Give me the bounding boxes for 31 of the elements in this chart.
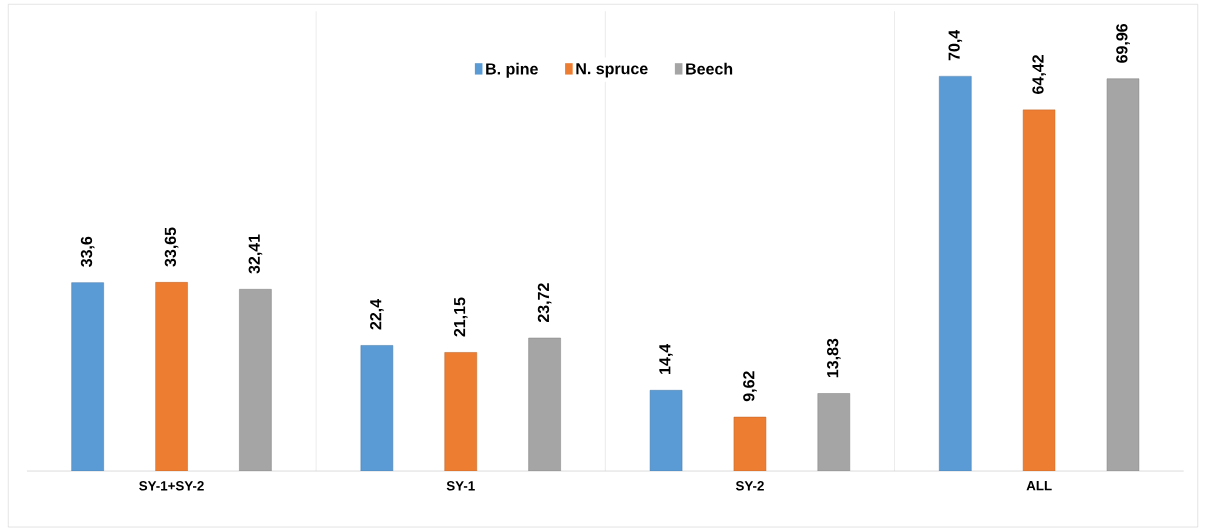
- data-label: 14,4: [659, 343, 673, 374]
- data-label: 9,62: [743, 371, 757, 402]
- bar: [1022, 109, 1056, 471]
- data-label: 23,72: [537, 283, 552, 322]
- legend-label: N. spruce: [576, 63, 648, 78]
- x-tick-label: SY-2: [735, 480, 764, 491]
- data-label: 22,4: [370, 298, 384, 330]
- legend-label: B. pine: [486, 62, 538, 78]
- bar: [649, 389, 683, 471]
- data-label: 70,4: [948, 29, 963, 61]
- data-label: 32,41: [248, 234, 263, 274]
- bar: [239, 288, 272, 471]
- data-label: 33,6: [80, 236, 95, 267]
- bar: [360, 345, 394, 471]
- bar: [939, 75, 972, 471]
- bar: [1106, 78, 1140, 471]
- data-label: 69,96: [1116, 23, 1130, 63]
- data-label: 33,65: [164, 227, 179, 267]
- data-label: 21,15: [453, 297, 468, 337]
- bar: [71, 282, 104, 471]
- bar: [528, 337, 561, 471]
- x-tick-label: SY-1+SY-2: [139, 480, 204, 491]
- bar: [817, 393, 851, 471]
- x-tick-label: ALL: [1026, 480, 1052, 491]
- data-label: 13,83: [827, 338, 841, 377]
- bar: [733, 416, 767, 471]
- bar: [444, 352, 477, 471]
- x-tick-label: SY-1: [446, 480, 475, 491]
- data-label: 64,42: [1032, 54, 1046, 94]
- bar: [155, 281, 188, 471]
- legend-label: Beech: [686, 62, 733, 75]
